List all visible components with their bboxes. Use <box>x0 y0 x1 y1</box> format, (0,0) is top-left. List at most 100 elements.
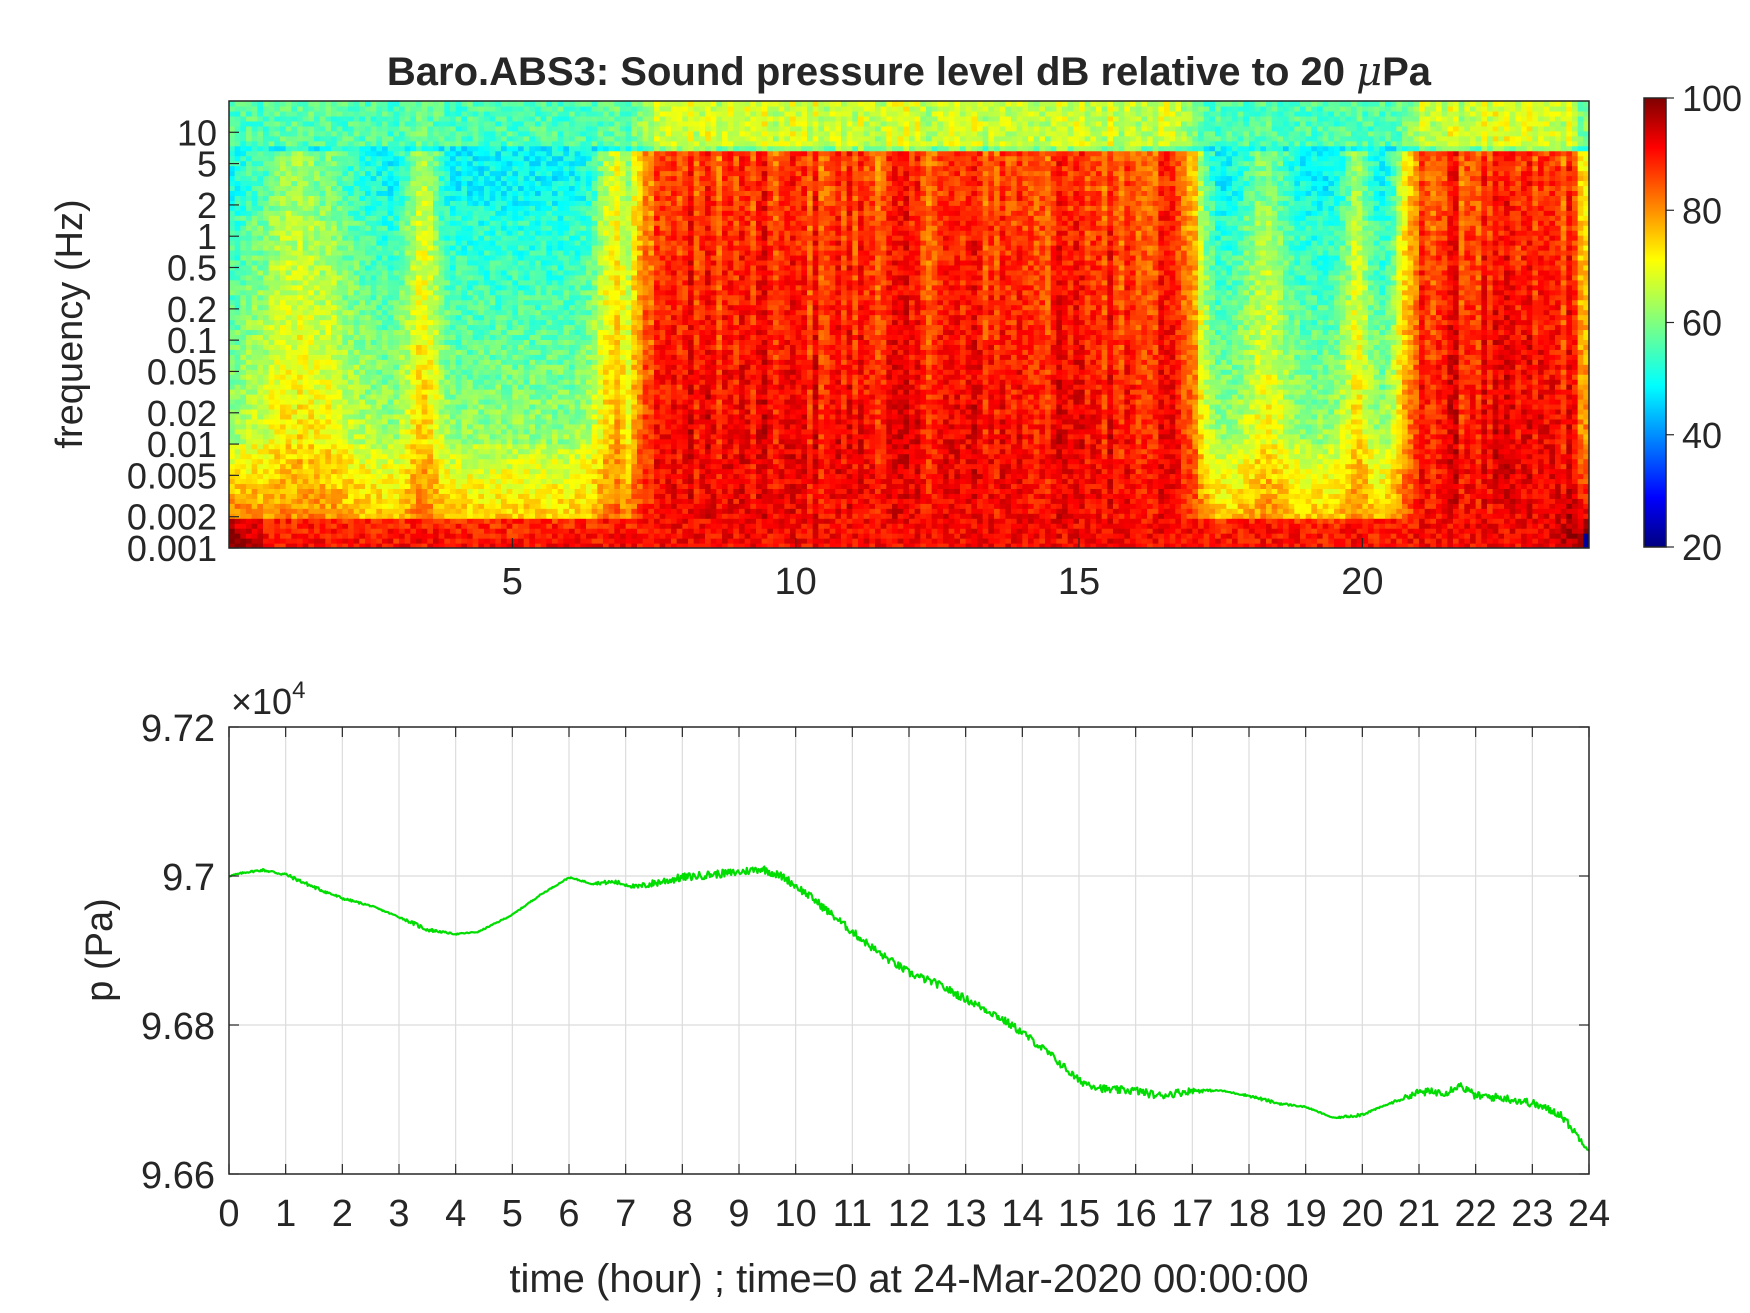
heatmap-cell <box>535 235 542 241</box>
heatmap-cell <box>489 423 496 430</box>
heatmap-cell <box>331 259 338 266</box>
heatmap-cell <box>297 513 304 519</box>
heatmap-cell <box>399 399 406 405</box>
heatmap-cell <box>370 339 377 345</box>
heatmap-cell <box>297 364 304 370</box>
heatmap-cell <box>336 374 343 380</box>
heatmap-cell <box>274 513 281 519</box>
heatmap-cell <box>506 289 513 296</box>
heatmap-cell <box>404 508 411 514</box>
heatmap-cell <box>421 483 428 489</box>
heatmap-cell <box>376 453 383 460</box>
heatmap-cell <box>319 130 326 137</box>
heatmap-cell <box>246 284 253 291</box>
heatmap-cell <box>387 324 394 331</box>
heatmap-cell <box>353 433 360 440</box>
heatmap-cell <box>382 205 389 211</box>
heatmap-cell <box>512 384 519 390</box>
heatmap-cell <box>240 160 247 167</box>
heatmap-cell <box>506 468 513 475</box>
heatmap-cell <box>251 230 258 236</box>
heatmap-cell <box>495 339 502 345</box>
heatmap-cell <box>433 299 440 306</box>
heatmap-cell <box>308 195 315 201</box>
heatmap-cell <box>229 508 236 514</box>
heatmap-cell <box>285 200 292 206</box>
heatmap-cell <box>512 274 519 281</box>
heatmap-cell <box>461 364 468 370</box>
heatmap-cell <box>263 403 270 410</box>
heatmap-cell <box>348 483 355 489</box>
heatmap-cell <box>229 210 236 216</box>
heatmap-cell <box>444 269 451 276</box>
heatmap-cell <box>467 478 474 485</box>
heatmap-cell <box>234 364 241 370</box>
heatmap-cell <box>484 463 491 470</box>
heatmap-cell <box>421 245 428 251</box>
heatmap-cell <box>484 264 491 271</box>
heatmap-cell <box>478 528 485 534</box>
heatmap-cell <box>302 324 309 331</box>
heatmap-cell <box>246 150 253 157</box>
heatmap-cell <box>274 344 281 350</box>
heatmap-cell <box>251 329 258 336</box>
heatmap-cell <box>455 399 462 405</box>
heatmap-cell <box>467 523 474 529</box>
heatmap-cell <box>427 508 434 514</box>
heatmap-cell <box>495 369 502 375</box>
heatmap-cell <box>297 200 304 206</box>
heatmap-cell <box>365 443 372 450</box>
heatmap-cell <box>297 453 304 460</box>
heatmap-cell <box>325 359 332 365</box>
heatmap-cell <box>331 160 338 167</box>
heatmap-cell <box>467 498 474 504</box>
heatmap-cell <box>501 150 508 157</box>
heatmap-cell <box>285 458 292 465</box>
heatmap-cell <box>297 294 304 301</box>
heatmap-cell <box>319 304 326 311</box>
heatmap-cell <box>467 463 474 470</box>
heatmap-cell <box>285 309 292 316</box>
heatmap-cell <box>421 105 428 112</box>
heatmap-cell <box>342 160 349 167</box>
heatmap-cell <box>529 399 536 405</box>
heatmap-cell <box>234 359 241 365</box>
heatmap-cell <box>501 101 508 107</box>
heatmap-cell <box>478 359 485 365</box>
heatmap-cell <box>229 294 236 301</box>
heatmap-cell <box>348 359 355 365</box>
heatmap-cell <box>336 314 343 321</box>
heatmap-cell <box>342 319 349 326</box>
heatmap-cell <box>370 254 377 261</box>
heatmap-cell <box>234 165 241 172</box>
heatmap-cell <box>353 339 360 345</box>
heatmap-cell <box>472 533 479 539</box>
heatmap-cell <box>325 190 332 196</box>
heatmap-cell <box>280 503 287 509</box>
heatmap-cell <box>325 314 332 321</box>
heatmap-cell <box>523 101 530 107</box>
heatmap-cell <box>359 533 366 539</box>
heatmap-cell <box>438 503 445 509</box>
heatmap-cell <box>506 438 513 445</box>
heatmap-cell <box>478 185 485 191</box>
heatmap-cell <box>280 130 287 137</box>
heatmap-cell <box>410 528 417 534</box>
heatmap-cell <box>506 413 513 420</box>
heatmap-cell <box>353 458 360 465</box>
heatmap-cell <box>263 135 270 142</box>
heatmap-cell <box>455 140 462 147</box>
heatmap-cell <box>331 284 338 291</box>
heatmap-cell <box>319 399 326 405</box>
heatmap-cell <box>478 160 485 167</box>
heatmap-cell <box>518 349 525 355</box>
heatmap-cell <box>540 379 547 385</box>
heatmap-cell <box>325 518 332 524</box>
heatmap-cell <box>246 269 253 276</box>
heatmap-cell <box>246 423 253 430</box>
heatmap-cell <box>461 235 468 241</box>
heatmap-cell <box>512 235 519 241</box>
heatmap-cell <box>274 140 281 147</box>
heatmap-cell <box>393 264 400 271</box>
heatmap-cell <box>433 165 440 172</box>
